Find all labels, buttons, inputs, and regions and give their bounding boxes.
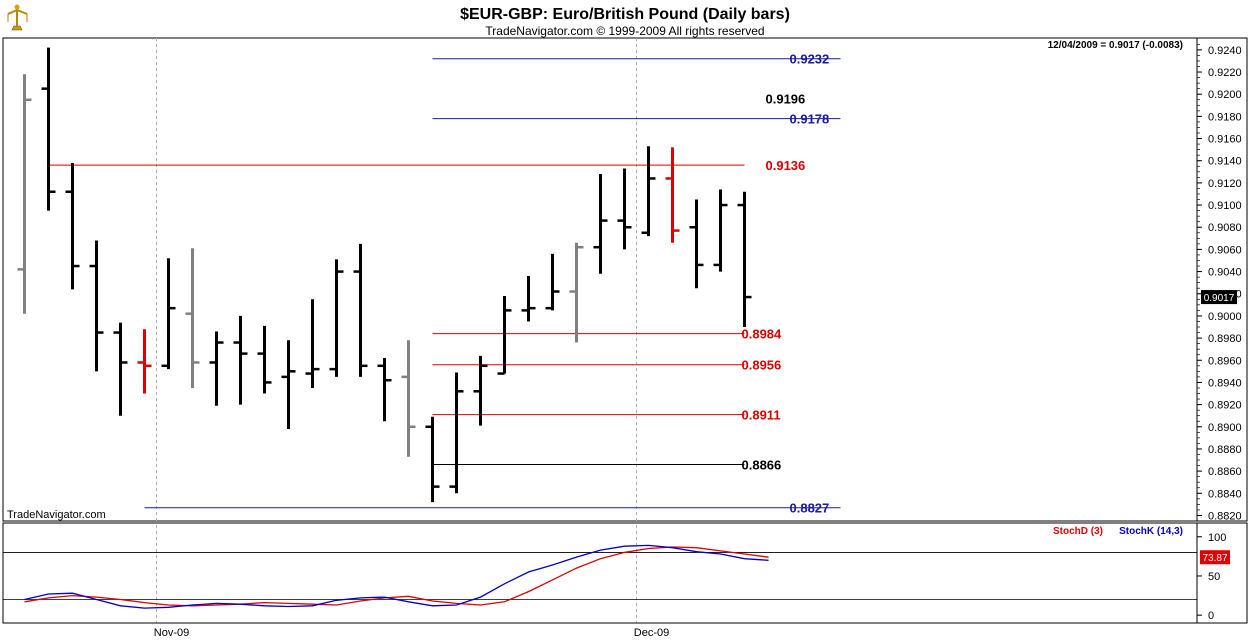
ohlc-bar xyxy=(737,191,752,328)
price-panel: 0.9240 0.9220 0.9200 0.9180 0.9160 0.9140 0.91… xyxy=(2,37,1248,522)
chart-subtitle: TradeNavigator.com © 1999-2009 All right… xyxy=(485,24,764,38)
ohlc-bar xyxy=(41,47,56,211)
x-tick-label: Dec-09 xyxy=(634,627,669,639)
x-axis: Nov-09 Dec-09 xyxy=(3,622,1247,639)
level-label: 0.8866 xyxy=(742,457,782,472)
price-tick-label: 0.9060 xyxy=(1208,244,1242,256)
watermark: TradeNavigator.com xyxy=(7,509,106,521)
level-label: 0.9232 xyxy=(790,52,830,67)
price-tick-label: 0.8940 xyxy=(1208,377,1242,389)
stoch-series-line xyxy=(24,546,769,607)
ohlc-bar xyxy=(569,242,584,343)
ohlc-bar xyxy=(401,340,416,457)
stoch-tick-label: 100 xyxy=(1208,532,1226,544)
level-label: 0.9136 xyxy=(766,158,806,173)
stoch-axis-frame xyxy=(1196,522,1248,624)
ohlc-bar xyxy=(305,299,320,388)
price-tick-label: 0.9080 xyxy=(1208,222,1242,234)
last-price-box xyxy=(1201,290,1237,305)
level-label: 0.8827 xyxy=(790,501,830,516)
ohlc-bar xyxy=(521,276,536,322)
price-tick-label: 0.9220 xyxy=(1208,67,1242,79)
ohlc-bar xyxy=(617,168,632,250)
price-tick-label: 0.8840 xyxy=(1208,488,1242,500)
stoch-axis-ticks: 100 50 0 xyxy=(1197,532,1226,622)
ohlc-bar xyxy=(113,322,128,416)
stoch-tick-label: 50 xyxy=(1208,571,1220,583)
price-tick-label: 0.8960 xyxy=(1208,355,1242,367)
price-tick-label: 0.9180 xyxy=(1208,111,1242,123)
price-tick-label: 0.8920 xyxy=(1208,400,1242,412)
stoch-tick-label: 0 xyxy=(1208,610,1214,622)
ohlc-bar xyxy=(281,340,296,429)
last-price-label: 0.9017 xyxy=(1204,293,1235,304)
ohlc-bar xyxy=(89,240,104,372)
chart-title: $EUR-GBP: Euro/British Pound (Daily bars… xyxy=(460,6,790,23)
ohlc-bar xyxy=(257,325,272,394)
ohlc-bar xyxy=(233,315,248,405)
price-tick-label: 0.8900 xyxy=(1208,422,1242,434)
ohlc-bar xyxy=(593,174,608,274)
ohlc-bar xyxy=(377,358,392,422)
price-tick-label: 0.9140 xyxy=(1208,156,1242,168)
ohlc-bar xyxy=(497,295,512,375)
level-label: 0.8984 xyxy=(742,327,783,342)
price-levels: 0.9232 0.9196 0.9178 0.9136 0.8984 0.8956 0.89… xyxy=(48,52,841,516)
ohlc-bar xyxy=(209,331,224,406)
price-readout: 12/04/2009 = 0.9017 (-0.0083) xyxy=(1048,40,1183,51)
stoch-grid xyxy=(3,525,1197,623)
stoch-plot-frame xyxy=(2,522,1198,624)
price-tick-label: 0.8880 xyxy=(1208,444,1242,456)
price-tick-label: 0.9200 xyxy=(1208,89,1242,101)
ohlc-bar xyxy=(713,189,728,272)
x-tick-label: Nov-09 xyxy=(154,627,189,639)
price-tick-label: 0.8860 xyxy=(1208,466,1242,478)
price-tick-label: 0.9160 xyxy=(1208,134,1242,146)
last-price-marker: 0.9017 xyxy=(1201,290,1237,305)
ohlc-bar xyxy=(137,329,152,394)
level-label: 0.8956 xyxy=(742,358,782,373)
stoch-last-label: 73.87 xyxy=(1202,553,1227,564)
ohlc-bar xyxy=(545,253,560,311)
ohlc-bar xyxy=(65,162,80,290)
price-tick-label: 0.9000 xyxy=(1208,311,1242,323)
ohlc-bar xyxy=(473,355,488,426)
stochastic-panel: 100 50 0 StochD (3) StochK (14,3) 73.87 xyxy=(2,522,1248,624)
logo-head xyxy=(14,4,20,10)
ohlc-bar xyxy=(449,372,464,494)
price-tick-label: 0.8820 xyxy=(1208,510,1242,522)
price-tick-label: 0.9120 xyxy=(1208,178,1242,190)
ohlc-bar xyxy=(641,146,656,237)
ohlc-bar xyxy=(665,147,680,243)
ohlc-bar xyxy=(353,243,368,377)
price-tick-label: 0.9100 xyxy=(1208,200,1242,212)
ohlc-bar xyxy=(17,74,32,314)
legend-stochd: StochD (3) xyxy=(1053,526,1103,537)
ohlc-bar xyxy=(329,259,344,377)
ohlc-bar xyxy=(185,248,200,388)
level-label: 0.9178 xyxy=(790,112,830,127)
level-label: 0.8911 xyxy=(742,408,781,423)
logo-base xyxy=(11,25,23,31)
price-tick-label: 0.8980 xyxy=(1208,333,1242,345)
ohlc-bar xyxy=(689,199,704,289)
logo-arms xyxy=(7,8,28,15)
trader-statue-logo-icon xyxy=(7,4,28,31)
price-plot-frame xyxy=(2,37,1198,522)
ohlc-bars xyxy=(17,47,752,503)
ohlc-bar xyxy=(161,258,176,370)
ohlc-bar xyxy=(425,416,440,503)
level-label: 0.9196 xyxy=(766,92,806,107)
stoch-series-line xyxy=(24,544,769,609)
price-tick-label: 0.9240 xyxy=(1208,45,1242,57)
price-tick-label: 0.9040 xyxy=(1208,267,1242,279)
stoch-last-box xyxy=(1200,550,1230,565)
price-axis-frame xyxy=(1196,37,1248,522)
legend-stochk: StochK (14,3) xyxy=(1119,526,1183,537)
stoch-lines xyxy=(24,544,769,609)
price-axis-ticks: 0.9240 0.9220 0.9200 0.9180 0.9160 0.9140 0.91… xyxy=(1197,43,1242,522)
